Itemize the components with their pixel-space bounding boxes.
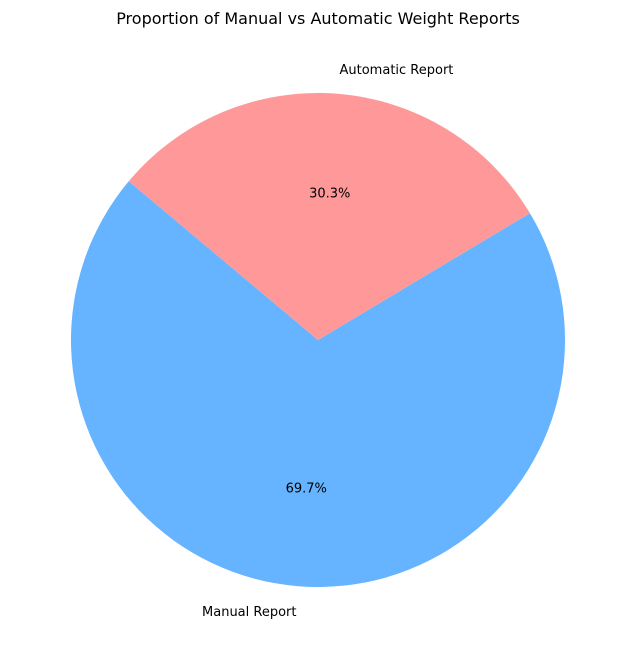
- pie-slice-manual-report: [71, 181, 566, 588]
- pie-percent-label: 69.7%: [286, 482, 327, 497]
- pie-category-label: Manual Report: [202, 605, 296, 620]
- chart-title: Proportion of Manual vs Automatic Weight…: [116, 9, 520, 28]
- pie-slice-automatic-report: [128, 92, 530, 340]
- pie-slices: [71, 92, 566, 588]
- pie-percent-label: 30.3%: [309, 186, 350, 201]
- pie-labels: 69.7% Manual Report 30.3% Automatic Report: [202, 63, 453, 620]
- pie-category-label: Automatic Report: [340, 63, 454, 78]
